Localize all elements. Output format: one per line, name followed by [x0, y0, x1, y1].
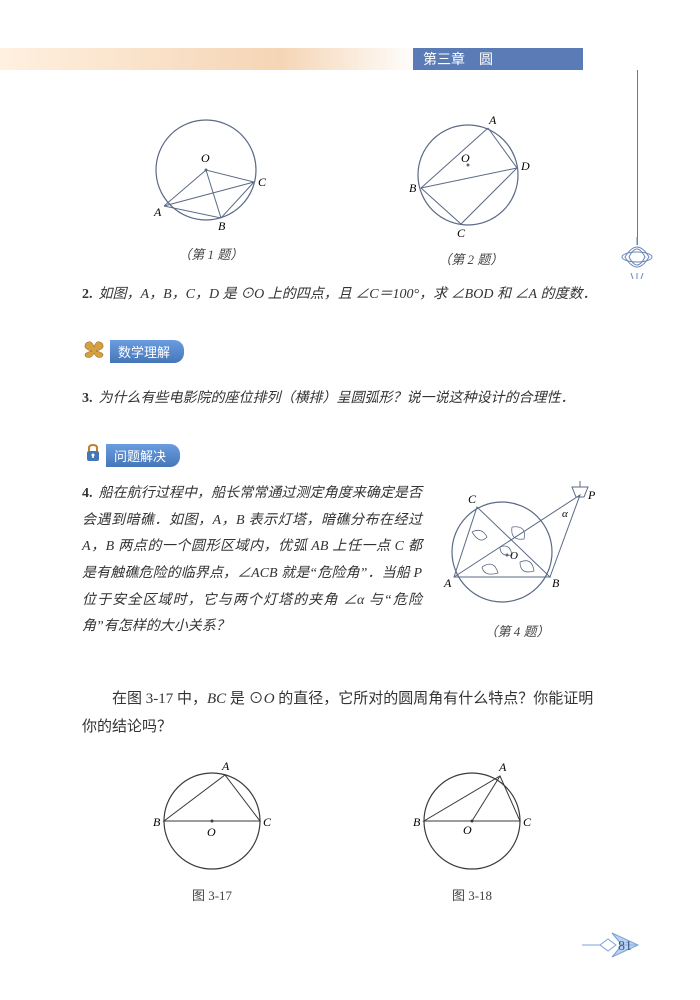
body-question: 在图 3-17 中，BC 是 ⊙O 的直径，它所对的圆周角有什么特点？你能证明你…: [82, 685, 602, 742]
margin-rule: [637, 70, 638, 245]
label-O: O: [461, 151, 470, 165]
t: O: [254, 287, 264, 302]
svg-text:O: O: [510, 550, 518, 562]
label-B: B: [153, 815, 161, 829]
t: 和 ∠: [493, 287, 528, 302]
label-C: C: [258, 175, 267, 189]
figure-3-18: A B C O 图 3-18: [397, 756, 547, 904]
t: C: [395, 539, 404, 554]
t: AB: [311, 539, 328, 554]
t: B: [163, 287, 172, 302]
t: A: [212, 513, 221, 528]
lock-icon: [82, 442, 104, 469]
figure-2: A B C D O （第 2 题）: [393, 110, 548, 268]
figure-3-18-caption: 图 3-18: [397, 885, 547, 904]
t: C: [186, 287, 195, 302]
butterfly-icon: [82, 339, 108, 364]
t: 上的四点，且 ∠: [264, 287, 369, 302]
problem-3-text: 为什么有些电影院的座位排列（横排）呈圆弧形？说一说这种设计的合理性．: [99, 391, 575, 406]
t: ，: [91, 539, 106, 554]
t: P: [413, 566, 422, 581]
t: ，: [149, 287, 163, 302]
svg-text:P: P: [587, 488, 596, 502]
page-content: O A B C （第 1 题） A B C D O （第 2 题） 2.如图，A…: [82, 100, 602, 914]
label-C: C: [523, 815, 532, 829]
svg-text:C: C: [468, 492, 477, 506]
t: ，: [172, 287, 186, 302]
figure-row-bottom: A B C O 图 3-17 A B C O 图 3-18: [82, 756, 602, 904]
figure-3-17: A B C O 图 3-17: [137, 756, 287, 904]
lantern-ornament-icon: [619, 235, 655, 284]
label-C: C: [263, 815, 272, 829]
label-B: B: [409, 181, 417, 195]
problem-4-wrap: 4.船在航行过程中，船长常常通过测定角度来确定是否会遇到暗礁．如图，A，B 表示…: [82, 477, 602, 655]
section-math-label: 数学理解: [110, 340, 184, 363]
label-O: O: [201, 151, 210, 165]
figure-3-17-caption: 图 3-17: [137, 885, 287, 904]
t: B: [106, 539, 115, 554]
problem-4: 4.船在航行过程中，船长常常通过测定角度来确定是否会遇到暗礁．如图，A，B 表示…: [82, 481, 422, 641]
t: C: [369, 287, 378, 302]
figure-4-caption: （第 4 题）: [432, 621, 602, 640]
t: 表示灯塔，暗礁分布在经过: [245, 513, 422, 528]
problem-3-num: 3.: [82, 391, 93, 406]
t: 位于安全区域时，它与两个灯塔的夹角 ∠α 与“危险角”有怎样的大小关系？: [82, 593, 422, 635]
t: 上任一点: [328, 539, 394, 554]
page-number: 81: [618, 939, 632, 954]
t: A: [141, 287, 150, 302]
t: 就是“危险角”．当船: [278, 566, 414, 581]
label-A: A: [221, 759, 230, 773]
section-problem-solving: 问题解决: [82, 442, 180, 469]
t: A: [528, 287, 537, 302]
section-math-understanding: 数学理解: [82, 339, 184, 364]
figure-2-caption: （第 2 题）: [393, 249, 548, 268]
t: 在图 3-17 中，: [112, 691, 207, 707]
label-A: A: [498, 760, 507, 774]
label-B: B: [413, 815, 421, 829]
figure-row-top: O A B C （第 1 题） A B C D O （第 2 题）: [82, 110, 602, 268]
label-O: O: [463, 823, 472, 837]
svg-text:B: B: [552, 576, 560, 590]
chapter-header: 第三章 圆: [413, 48, 583, 70]
problem-4-num: 4.: [82, 486, 93, 501]
label-B: B: [218, 219, 226, 233]
label-C: C: [457, 226, 466, 240]
t: D: [209, 287, 219, 302]
svg-text:α: α: [562, 508, 568, 520]
t: BC: [207, 691, 226, 707]
t: ，: [221, 513, 236, 528]
t: 两点的一个圆形区域内，优弧: [114, 539, 311, 554]
t: 的度数．: [537, 287, 597, 302]
figure-4: A B C P O α （第 4 题）: [432, 477, 602, 640]
figure-1: O A B C （第 1 题）: [136, 110, 286, 268]
svg-text:A: A: [443, 576, 452, 590]
figure-1-caption: （第 1 题）: [136, 244, 286, 263]
problem-2-num: 2.: [82, 287, 93, 302]
t: A: [82, 539, 91, 554]
label-O: O: [207, 825, 216, 839]
t: O: [264, 691, 275, 707]
t: ACB: [251, 566, 277, 581]
problem-3: 3. 为什么有些电影院的座位排列（横排）呈圆弧形？说一说这种设计的合理性．: [82, 386, 602, 413]
t: BOD: [465, 287, 494, 302]
t: ＝100°，求 ∠: [379, 287, 465, 302]
problem-2: 2.如图，A，B，C，D 是 ⊙O 上的四点，且 ∠C＝100°，求 ∠BOD …: [82, 282, 602, 309]
page-number-ornament: 81: [580, 925, 650, 970]
top-gradient-bar: [0, 48, 700, 70]
label-A: A: [153, 205, 162, 219]
t: 是 ⊙: [219, 287, 254, 302]
t: B: [236, 513, 245, 528]
t: 是 ⊙: [226, 691, 264, 707]
label-A: A: [488, 113, 497, 127]
t: 如图，: [99, 287, 141, 302]
label-D: D: [520, 159, 530, 173]
t: ，: [195, 287, 209, 302]
section-solve-label: 问题解决: [106, 444, 180, 467]
